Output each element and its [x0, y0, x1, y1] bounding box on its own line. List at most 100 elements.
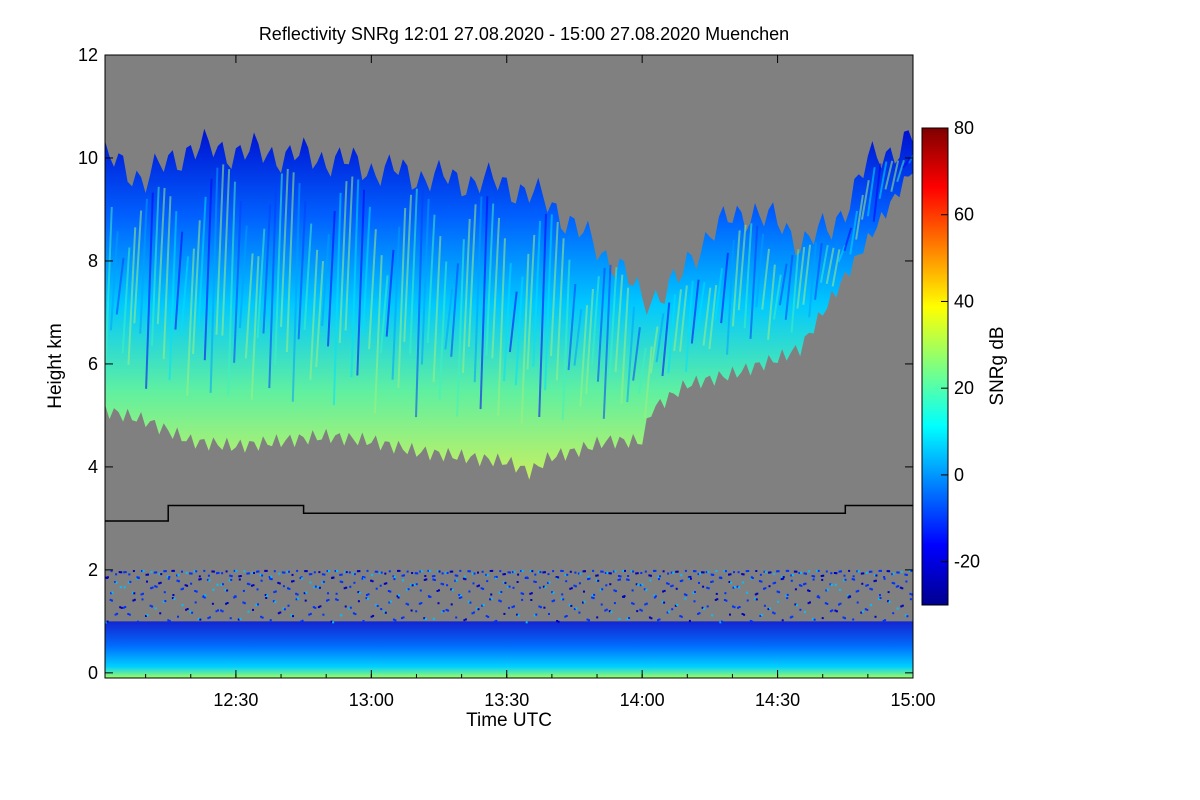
speckle-pixel — [578, 611, 581, 614]
speckle-pixel — [860, 572, 863, 575]
speckle-pixel — [893, 582, 896, 585]
speckle-pixel — [892, 572, 895, 575]
speckle-pixel — [431, 575, 434, 578]
cloud-streak — [614, 274, 624, 372]
speckle-pixel — [330, 620, 333, 623]
cloud-streak — [573, 309, 583, 366]
speckle-pixel — [111, 599, 113, 602]
x-axis-title: Time UTC — [466, 710, 552, 731]
speckle-pixel — [588, 619, 590, 622]
cloud-streak — [479, 196, 489, 410]
speckle-pixel — [278, 582, 281, 585]
speckle-pixel — [389, 590, 392, 593]
speckle-pixel — [459, 594, 462, 597]
speckle-pixel — [171, 597, 174, 600]
speckle-pixel — [190, 582, 193, 585]
cloud-streak — [197, 196, 207, 325]
speckle-pixel — [455, 616, 458, 619]
speckle-pixel — [222, 583, 224, 586]
speckle-pixel — [467, 600, 470, 603]
speckle-pixel — [314, 585, 317, 588]
speckle-pixel — [644, 603, 647, 606]
speckle-pixel — [159, 581, 162, 584]
speckle-pixel — [283, 571, 286, 574]
speckle-pixel — [274, 590, 277, 593]
speckle-pixel — [511, 606, 514, 609]
speckle-pixel — [732, 586, 735, 589]
speckle-pixel — [636, 572, 639, 575]
speckle-pixel — [769, 571, 772, 574]
speckle-pixel — [658, 618, 661, 621]
speckle-pixel — [865, 571, 868, 574]
speckle-pixel — [507, 586, 509, 589]
cloud-streak — [461, 218, 471, 374]
speckle-pixel — [509, 571, 511, 574]
speckle-pixel — [663, 601, 666, 604]
cloud-streak — [379, 275, 389, 354]
speckle-pixel — [490, 597, 493, 600]
cloud-streak — [532, 220, 542, 367]
speckle-pixel — [623, 595, 626, 598]
speckle-pixel — [455, 579, 458, 582]
speckle-pixel — [613, 589, 616, 592]
speckle-pixel — [383, 610, 386, 613]
cloud-streak — [902, 158, 911, 169]
cloud-streak — [538, 213, 548, 418]
speckle-pixel — [883, 576, 886, 578]
speckle-pixel — [450, 588, 453, 591]
speckle-pixel — [794, 603, 797, 606]
speckle-pixel — [569, 570, 572, 573]
speckle-pixel — [247, 572, 250, 575]
speckle-pixel — [171, 569, 174, 572]
speckle-pixel — [326, 570, 329, 572]
speckle-pixel — [119, 606, 122, 609]
speckle-pixel — [105, 621, 107, 624]
speckle-pixel — [153, 571, 156, 574]
speckle-pixel — [595, 574, 598, 577]
speckle-pixel — [184, 584, 187, 587]
speckle-pixel — [641, 583, 644, 586]
cloud-streak — [579, 305, 589, 407]
speckle-pixel — [384, 572, 387, 575]
speckle-pixel — [657, 619, 659, 622]
speckle-pixel — [177, 580, 180, 583]
speckle-pixel — [405, 602, 408, 605]
cloud-streak — [432, 236, 442, 383]
speckle-pixel — [574, 571, 577, 574]
speckle-pixel — [288, 587, 291, 590]
speckle-pixel — [547, 581, 549, 584]
speckle-pixel — [242, 589, 245, 592]
speckle-pixel — [723, 570, 726, 572]
speckle-pixel — [252, 608, 254, 611]
speckle-pixel — [614, 590, 617, 593]
speckle-pixel — [499, 570, 502, 573]
speckle-pixel — [513, 570, 516, 573]
speckle-pixel — [176, 574, 178, 577]
speckle-pixel — [116, 612, 119, 615]
speckle-pixel — [485, 615, 488, 618]
cloud-streaks — [105, 153, 913, 424]
speckle-pixel — [185, 608, 188, 611]
cloud-streak — [661, 302, 671, 377]
speckle-pixel — [824, 602, 827, 605]
speckle-pixel — [522, 592, 525, 595]
speckle-pixel — [451, 589, 454, 591]
speckle-pixel — [309, 581, 312, 584]
speckle-pixel — [314, 606, 317, 609]
speckle-pixel — [874, 579, 877, 582]
speckle-pixel — [237, 618, 240, 621]
speckle-pixel — [653, 569, 655, 572]
speckle-pixel — [361, 577, 364, 580]
speckle-pixel — [909, 598, 912, 601]
speckle-pixel — [728, 573, 730, 576]
speckle-pixel — [353, 581, 356, 584]
speckle-pixel — [177, 615, 179, 618]
cloud-streak — [356, 189, 366, 376]
speckle-pixel — [662, 590, 665, 593]
speckle-pixel — [547, 573, 550, 576]
speckle-pixel — [657, 575, 660, 578]
speckle-pixel — [674, 604, 677, 607]
speckle-pixel — [308, 573, 311, 576]
speckle-pixel — [663, 589, 666, 592]
speckle-pixel — [706, 605, 709, 608]
